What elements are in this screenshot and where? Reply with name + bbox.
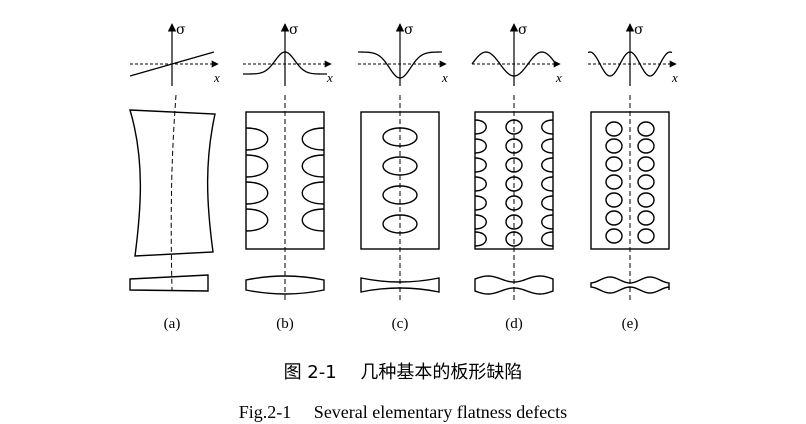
edge-wave-right <box>541 138 554 154</box>
edge-wave-right <box>301 208 325 232</box>
edge-wave-left <box>474 138 487 154</box>
edge-wave-left <box>245 181 269 205</box>
quarter-buckle <box>505 138 523 154</box>
stress-curve <box>357 51 443 79</box>
cross-section <box>129 274 209 292</box>
center-buckle <box>382 185 418 205</box>
quarter-buckle <box>505 231 523 247</box>
x-axis-label: x <box>441 70 448 85</box>
edge-wave-left <box>474 176 487 192</box>
x-axis-label: x <box>555 70 562 85</box>
center-buckle <box>382 127 418 147</box>
quarter-buckle-left <box>605 121 623 137</box>
quarter-buckle-right <box>637 228 655 244</box>
center-buckle <box>382 156 418 176</box>
cross-section <box>245 275 325 295</box>
edge-wave-right <box>541 231 554 247</box>
quarter-buckle <box>505 119 523 135</box>
quarter-buckle-left <box>605 228 623 244</box>
figure-caption-chinese: 图 2-1 几种基本的板形缺陷 <box>283 362 523 383</box>
stress-curve <box>471 51 557 77</box>
sigma-label: σ <box>404 22 414 38</box>
quarter-buckle-left <box>605 156 623 172</box>
sigma-label: σ <box>176 22 186 38</box>
edge-wave-left <box>474 195 487 211</box>
panel-c: σ x (c) <box>357 22 448 332</box>
quarter-buckle <box>505 195 523 211</box>
panel-a: σ x (a) <box>129 22 220 332</box>
quarter-buckle <box>505 214 523 230</box>
edge-wave-right <box>541 214 554 230</box>
edge-wave-left <box>245 154 269 178</box>
panel-label: (c) <box>392 316 409 332</box>
quarter-buckle-right <box>637 174 655 190</box>
quarter-buckle-left <box>605 192 623 208</box>
edge-wave-right <box>301 181 325 205</box>
panel-d: σ x (d) <box>471 22 562 332</box>
sigma-label: σ <box>634 22 644 38</box>
panel-label: (d) <box>505 316 523 332</box>
quarter-buckle <box>505 157 523 173</box>
quarter-buckle-right <box>637 138 655 154</box>
edge-wave-left <box>245 127 269 151</box>
quarter-buckle-right <box>637 192 655 208</box>
panel-label: (a) <box>164 316 181 332</box>
quarter-buckle-right <box>637 121 655 137</box>
edge-wave-right <box>541 195 554 211</box>
plate-outline <box>129 109 216 257</box>
stress-curve <box>587 51 673 77</box>
figure-caption-english: Fig.2-1 Several elementary flatness defe… <box>238 402 568 422</box>
panel-e: σ x (e) <box>587 22 678 332</box>
cross-section <box>360 277 440 293</box>
edge-wave-right <box>541 157 554 173</box>
stress-curve <box>243 51 327 75</box>
panel-b: σ x (b) <box>243 22 333 332</box>
center-buckle <box>382 214 418 234</box>
edge-wave-left <box>245 208 269 232</box>
x-axis-label: x <box>326 70 333 85</box>
edge-wave-left <box>474 231 487 247</box>
cross-section <box>474 275 554 295</box>
plate-outline <box>360 111 440 250</box>
quarter-buckle-left <box>605 174 623 190</box>
stress-curve <box>129 51 215 77</box>
quarter-buckle-left <box>605 138 623 154</box>
x-axis-label: x <box>671 70 678 85</box>
sigma-label: σ <box>289 22 299 38</box>
edge-wave-left <box>474 119 487 135</box>
quarter-buckle-left <box>605 210 623 226</box>
quarter-buckle-right <box>637 156 655 172</box>
edge-wave-right <box>541 176 554 192</box>
plate-outline <box>245 111 325 250</box>
quarter-buckle <box>505 176 523 192</box>
edge-wave-left <box>474 157 487 173</box>
edge-wave-right <box>301 127 325 151</box>
x-axis-label: x <box>213 70 220 85</box>
plate-outline <box>590 111 670 250</box>
sigma-label: σ <box>518 22 528 38</box>
edge-wave-right <box>301 154 325 178</box>
panel-label: (e) <box>622 316 639 332</box>
panel-label: (b) <box>276 316 294 332</box>
center-line <box>170 94 177 291</box>
edge-wave-left <box>474 214 487 230</box>
edge-wave-right <box>541 119 554 135</box>
cross-section <box>590 276 670 294</box>
quarter-buckle-right <box>637 210 655 226</box>
